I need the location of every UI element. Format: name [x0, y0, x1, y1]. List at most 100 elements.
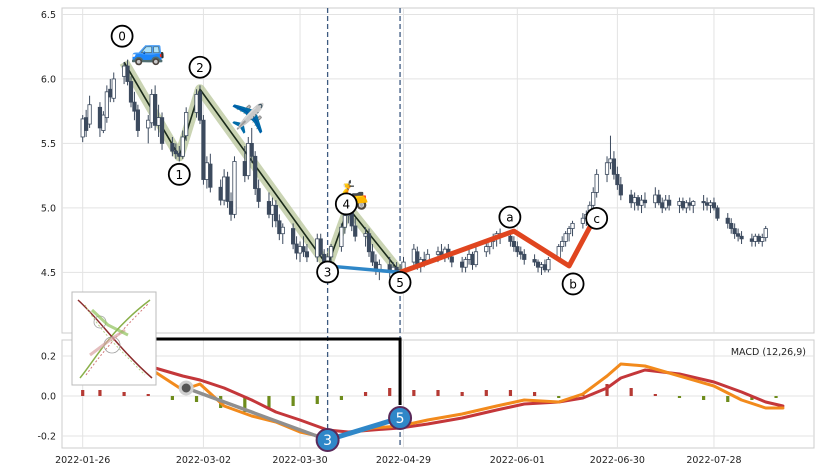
candle-body	[366, 233, 372, 253]
macd-hist-bar	[677, 396, 682, 398]
macd-wave-label-text: 5	[396, 411, 405, 427]
macd-hist-bar	[339, 396, 344, 400]
macd-hist-bar	[532, 392, 537, 396]
candle-body	[363, 233, 368, 237]
candle-body	[542, 264, 548, 271]
candle-body	[197, 91, 203, 121]
candle-body	[173, 150, 178, 155]
price-y-tick: 5.5	[41, 139, 56, 150]
candle-body	[246, 143, 251, 177]
candle-body	[508, 235, 513, 242]
candle-body	[560, 241, 565, 247]
airplane-icon: ✈️	[231, 101, 266, 135]
candle-body	[349, 212, 354, 227]
candle-body	[660, 202, 665, 209]
wave-labels: 0 1 2 3 4 5 a b c	[110, 24, 609, 296]
macd-hist-bar	[774, 396, 778, 398]
candle-body	[484, 246, 489, 253]
wave-label-text: 3	[324, 265, 332, 279]
macd-y-tick-labels: -0.2 0.0 0.2	[37, 352, 56, 443]
macd-legend-label: MACD (12,26,9)	[731, 347, 806, 358]
candle-body	[146, 119, 151, 129]
candle-body	[635, 197, 641, 206]
macd-hist-bar	[170, 396, 174, 400]
wave-label-text: c	[593, 212, 600, 226]
macd-y-tick: 0.2	[41, 352, 56, 363]
wave-label-circle	[334, 192, 358, 216]
candle-body	[511, 241, 516, 247]
candle-body	[629, 194, 634, 204]
macd-hist-bar	[315, 396, 319, 404]
candle-body	[201, 119, 206, 180]
wave-label-text: b	[569, 277, 577, 291]
candle-body	[370, 251, 375, 263]
candle-body	[580, 217, 585, 224]
candle-body	[691, 201, 696, 206]
candle-body	[132, 101, 137, 112]
macd-wave-trend	[178, 380, 401, 443]
candle-body	[266, 201, 272, 215]
candle-body	[729, 222, 734, 229]
candle-body	[615, 173, 620, 186]
macd-trend-blue	[326, 415, 401, 443]
candle-body	[228, 201, 234, 215]
candle-body	[411, 248, 416, 263]
candle-body	[270, 204, 275, 215]
macd-hist-bar	[629, 388, 633, 396]
candle-body	[715, 207, 720, 219]
x-tick: 2022-04-29	[376, 455, 431, 466]
candle-body	[328, 246, 334, 258]
candle-body	[232, 161, 237, 215]
candle-body	[566, 228, 572, 235]
macd-hist-bar	[436, 390, 440, 396]
macd-hist-bar	[412, 390, 416, 396]
candle-body	[570, 222, 575, 229]
wave-3-5-link	[327, 264, 401, 275]
candle-body	[756, 235, 761, 242]
candle-body	[632, 197, 637, 204]
candle-body	[677, 201, 682, 206]
candle-body	[515, 246, 520, 253]
candle-body	[315, 238, 320, 258]
price-y-tick: 6.0	[41, 74, 56, 85]
wave-label-circle	[585, 206, 609, 230]
candle-body	[591, 192, 596, 206]
macd-y-tick: 0.0	[41, 392, 56, 403]
candle-body	[463, 259, 468, 268]
candle-body	[125, 65, 130, 82]
macd-hist-bar	[702, 396, 706, 400]
candle-body	[208, 163, 213, 188]
candle-body	[204, 162, 209, 180]
date-x-tick-labels: 2022-01-26 2022-03-02 2022-03-30 2022-04-29…	[55, 455, 741, 466]
candle-body	[687, 202, 692, 206]
macd-hist-bar	[98, 390, 102, 396]
wave-label-circle	[188, 55, 212, 79]
candle-body	[170, 143, 175, 152]
candle-body	[111, 78, 116, 99]
macd-hist-bar	[750, 396, 754, 400]
candle-body	[225, 176, 230, 202]
candle-body	[535, 261, 541, 268]
candle-body	[701, 201, 706, 204]
candle-body	[194, 94, 199, 113]
candle-body	[84, 117, 89, 131]
macd-lines	[81, 358, 785, 440]
candle-body	[121, 65, 127, 77]
car-icon: 🚙	[131, 34, 166, 67]
candle-body	[466, 253, 472, 260]
candle-body	[342, 215, 347, 228]
candle-body	[249, 143, 254, 157]
macd-wave-labels: 35	[315, 406, 413, 452]
wave-marker-vlines	[326, 8, 401, 448]
wave-label-circle	[388, 270, 412, 294]
candle-body	[708, 202, 713, 206]
wave-label-circle	[167, 162, 191, 186]
price-y-tick-labels: 4.5 5.0 5.5 6.0 6.5	[41, 10, 56, 279]
candle-body	[656, 194, 661, 204]
candle-body	[273, 204, 278, 222]
candle-body	[539, 264, 544, 268]
correction-wave-line	[399, 213, 599, 275]
macd-hist-bar	[267, 396, 271, 408]
candle-body	[415, 251, 420, 266]
